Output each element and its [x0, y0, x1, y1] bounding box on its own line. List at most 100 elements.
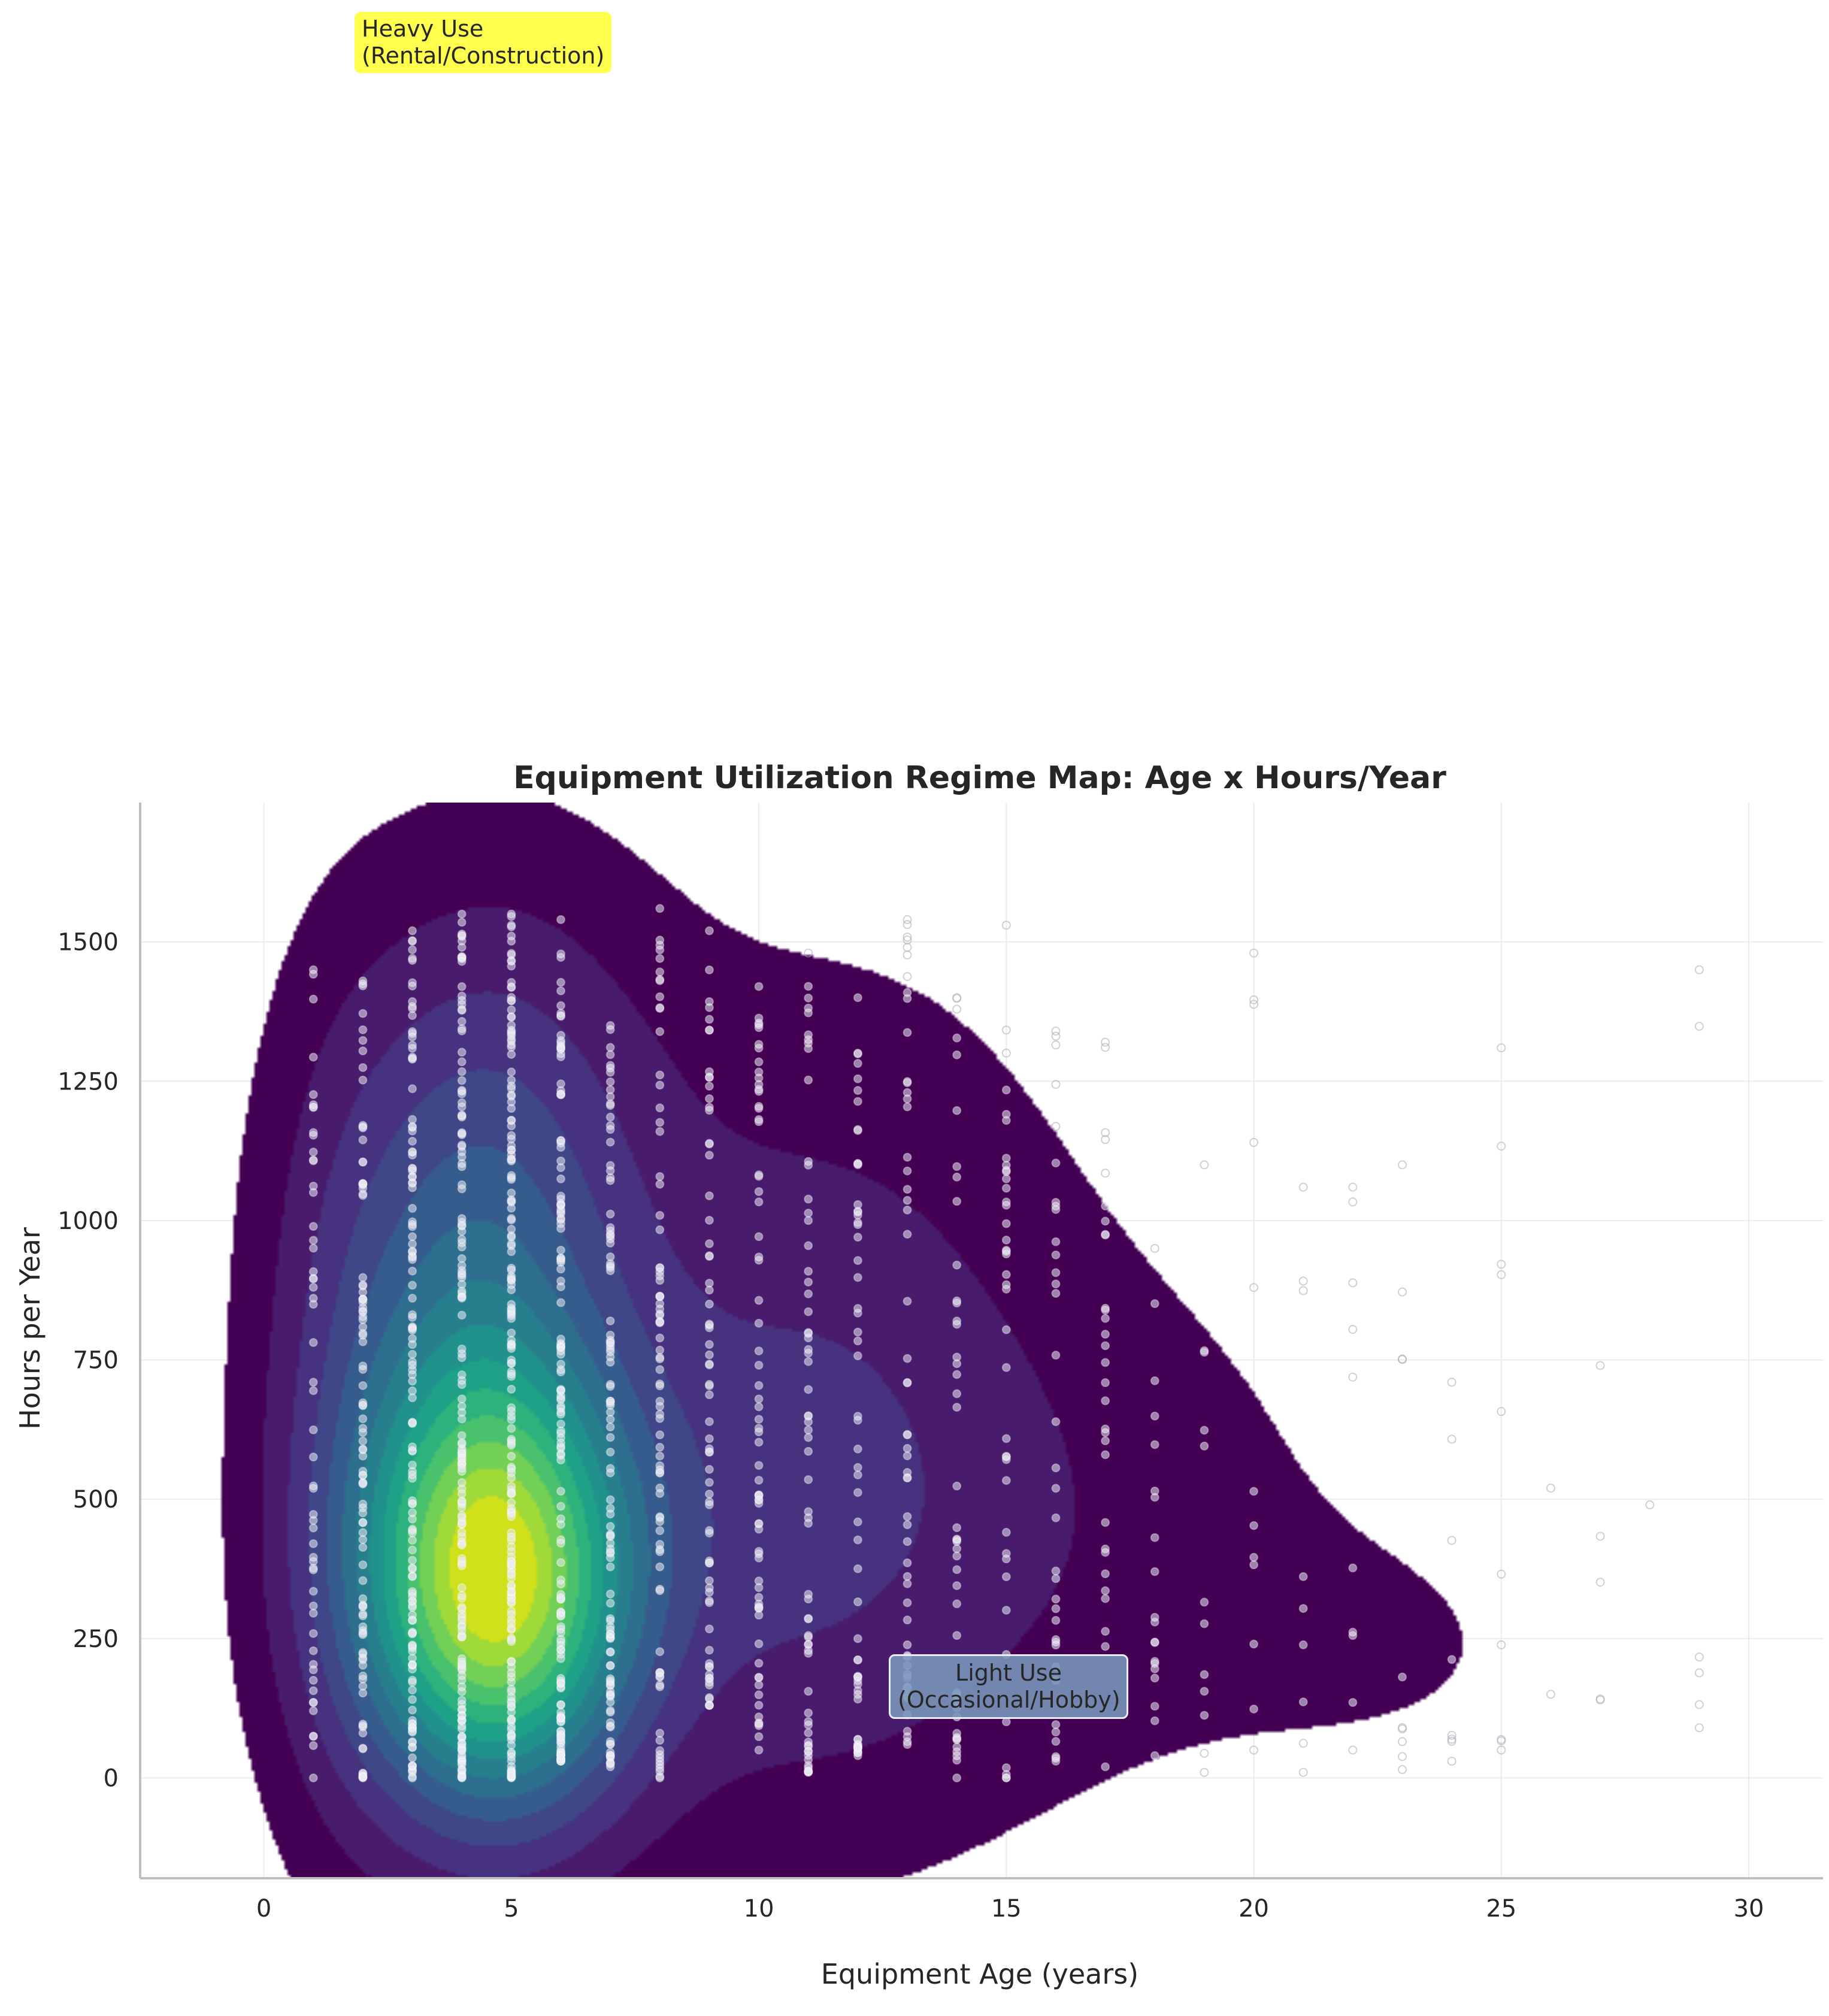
data-point: [457, 1380, 467, 1390]
data-point: [358, 1499, 368, 1509]
data-point: [655, 992, 665, 1001]
data-point: [556, 1395, 565, 1404]
data-point: [408, 1232, 417, 1242]
data-point: [853, 1564, 862, 1573]
data-point: [408, 1052, 417, 1062]
data-point: [655, 1317, 665, 1327]
data-point: [704, 1082, 714, 1091]
data-point: [1200, 1670, 1209, 1679]
data-point: [704, 1139, 714, 1148]
data-point: [1398, 1737, 1407, 1746]
data-point: [1200, 1687, 1209, 1696]
y-tick-label: 750: [73, 1347, 119, 1375]
y-tick-label: 1250: [57, 1068, 119, 1095]
data-point: [704, 1319, 714, 1329]
data-point: [605, 1737, 615, 1746]
data-point: [1101, 1216, 1110, 1226]
data-point: [457, 1446, 467, 1456]
data-point: [358, 1594, 368, 1603]
data-point: [1249, 995, 1259, 1004]
data-point: [655, 1547, 665, 1557]
data-point: [903, 1378, 912, 1387]
data-point: [457, 1711, 467, 1720]
data-point: [308, 1601, 318, 1611]
data-point: [804, 1385, 813, 1394]
data-point: [903, 950, 912, 959]
data-point: [507, 1587, 516, 1596]
data-point: [308, 1100, 318, 1109]
data-point: [507, 1154, 516, 1164]
data-point: [507, 1771, 516, 1781]
data-point: [605, 1226, 615, 1236]
data-point: [655, 1451, 665, 1461]
data-point: [1497, 1142, 1506, 1151]
data-point: [754, 1040, 764, 1049]
data-point: [1101, 1128, 1110, 1137]
data-point: [1150, 1440, 1159, 1449]
data-point: [1101, 1642, 1110, 1651]
data-point: [457, 1016, 467, 1026]
data-point: [1200, 1767, 1209, 1777]
data-point: [308, 1628, 318, 1638]
data-point: [1001, 1048, 1011, 1058]
data-point: [1150, 1673, 1159, 1683]
data-point: [1447, 1536, 1456, 1545]
data-point: [605, 1616, 615, 1625]
data-point: [358, 1330, 368, 1340]
data-point: [704, 1025, 714, 1035]
data-point: [1398, 1752, 1407, 1761]
data-point: [507, 1740, 516, 1750]
data-point: [408, 1183, 417, 1192]
data-point: [1447, 1730, 1456, 1740]
data-point: [507, 912, 516, 921]
data-point: [408, 1360, 417, 1370]
data-point: [1447, 1757, 1456, 1766]
data-point: [605, 1043, 615, 1052]
data-point: [754, 1680, 764, 1690]
data-point: [408, 936, 417, 946]
data-point: [1497, 1736, 1506, 1746]
data-point: [408, 1563, 417, 1573]
data-point: [408, 1726, 417, 1736]
data-point: [903, 1185, 912, 1194]
data-point: [1497, 1745, 1506, 1755]
data-point: [1249, 1639, 1259, 1649]
data-point: [754, 1197, 764, 1207]
data-point: [605, 1266, 615, 1276]
data-point: [556, 1575, 565, 1585]
data-point: [408, 1615, 417, 1625]
data-point: [1398, 1160, 1407, 1170]
data-point: [704, 1464, 714, 1474]
data-point: [804, 1648, 813, 1658]
data-point: [308, 1188, 318, 1197]
data-point: [507, 1005, 516, 1015]
y-tick-label: 500: [73, 1486, 119, 1513]
x-tick-label: 30: [1734, 1895, 1764, 1923]
data-point: [556, 1654, 565, 1663]
data-point: [556, 977, 565, 987]
data-point: [1051, 1237, 1061, 1246]
data-point: [507, 996, 516, 1006]
x-tick-label: 0: [256, 1895, 271, 1923]
data-point: [1298, 1767, 1308, 1777]
data-point: [903, 1537, 912, 1546]
data-point: [1051, 1604, 1061, 1614]
data-point: [655, 1772, 665, 1781]
data-point: [308, 1732, 318, 1741]
data-point: [952, 1403, 962, 1412]
data-point: [358, 1280, 368, 1289]
data-point: [308, 1587, 318, 1596]
data-point: [457, 1604, 467, 1614]
data-point: [408, 1204, 417, 1213]
data-point: [1051, 1250, 1061, 1260]
data-point: [952, 1389, 962, 1399]
data-point: [853, 1517, 862, 1527]
data-point: [457, 1554, 467, 1563]
data-point: [1249, 1138, 1259, 1148]
data-point: [804, 1425, 813, 1435]
data-point: [655, 904, 665, 913]
data-point: [507, 1557, 516, 1567]
chart-title: Equipment Utilization Regime Map: Age x …: [513, 760, 1446, 796]
data-point: [655, 1413, 665, 1423]
data-point: [556, 1334, 565, 1344]
